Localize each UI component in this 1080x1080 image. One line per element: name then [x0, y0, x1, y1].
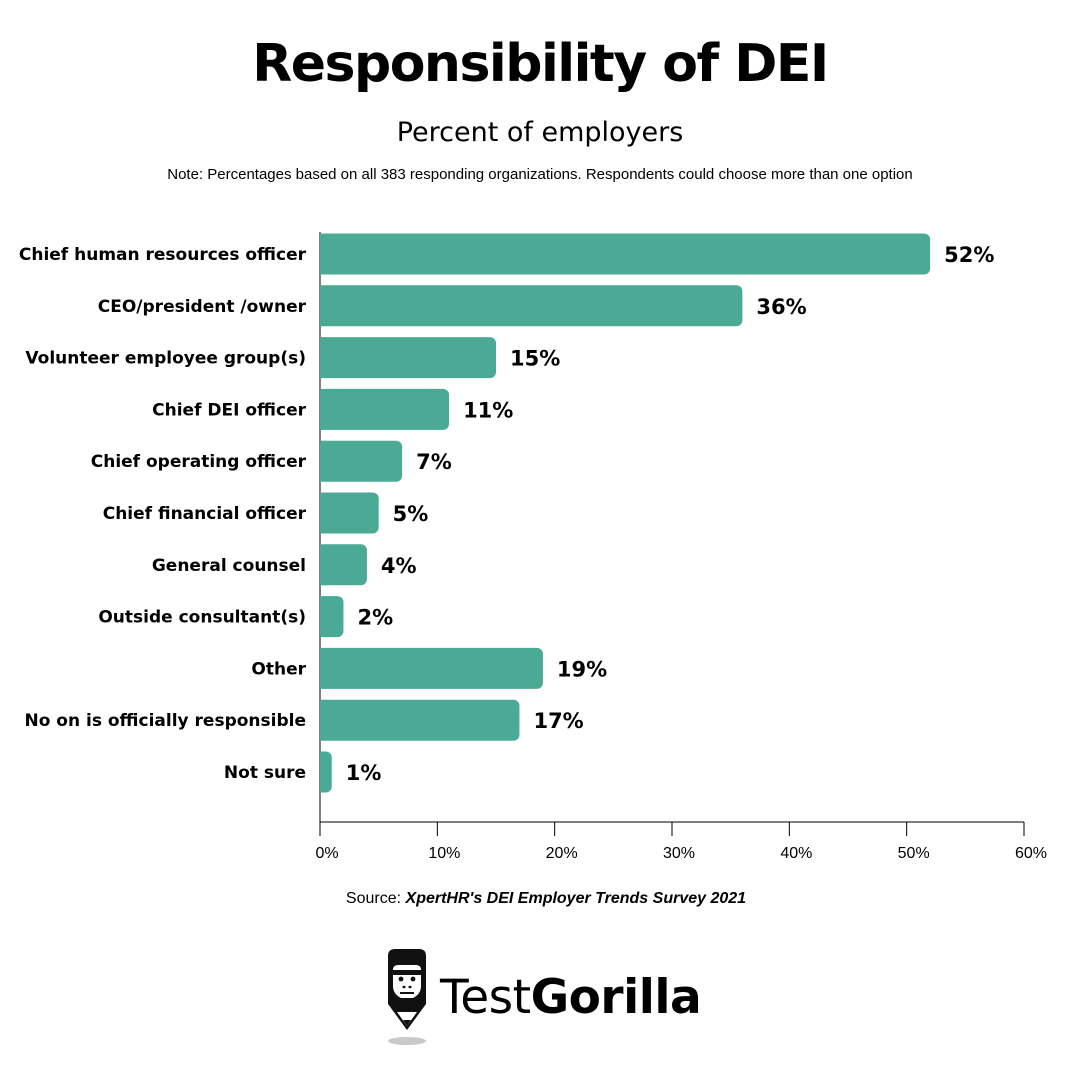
data-label: 15%: [510, 347, 560, 371]
data-label: 36%: [756, 295, 806, 319]
data-label: 19%: [557, 657, 607, 681]
category-label: General counsel: [152, 556, 306, 576]
bar: [320, 388, 450, 430]
source-prefix: Source:: [345, 890, 406, 907]
bar-edge: [320, 233, 326, 275]
category-label: Volunteer employee group(s): [25, 349, 306, 369]
brand-name-light: Test: [440, 970, 531, 1025]
data-label: 5%: [393, 502, 429, 526]
bar-edge: [320, 751, 326, 793]
data-label: 2%: [357, 606, 393, 630]
testgorilla-brand: TestGorilla: [380, 946, 710, 1050]
bar-edge: [320, 544, 326, 586]
x-tick-label: 30%: [663, 845, 695, 862]
bar: [320, 337, 496, 379]
bar-edge: [320, 440, 326, 482]
source-title: XpertHR's DEI Employer Trends Survey 202…: [405, 890, 747, 907]
data-label: 1%: [346, 761, 382, 785]
data-label: 7%: [416, 450, 452, 474]
category-label: Chief operating officer: [91, 452, 307, 472]
data-label: 11%: [463, 398, 513, 422]
category-label: Not sure: [224, 763, 306, 783]
bar-edge: [320, 596, 326, 638]
data-label: 52%: [944, 243, 994, 267]
bar-edge: [320, 388, 326, 430]
source-line: Source: XpertHR's DEI Employer Trends Su…: [0, 890, 1080, 908]
bar: [320, 233, 931, 275]
bar-edge: [320, 647, 326, 689]
chart-note: Note: Percentages based on all 383 respo…: [167, 166, 913, 183]
bar-edge: [320, 285, 326, 327]
bar-edge: [320, 337, 326, 379]
bar: [320, 492, 379, 534]
x-tick-label: 10%: [428, 845, 460, 862]
brand-name-bold: Gorilla: [530, 970, 702, 1025]
chart-title: Responsibility of DEI: [252, 34, 829, 94]
bar-edge: [320, 492, 326, 534]
category-label: No on is officially responsible: [24, 711, 306, 731]
category-label: Chief DEI officer: [152, 400, 306, 420]
gorilla-logo-icon: [388, 949, 426, 1045]
bar: [320, 647, 543, 689]
x-tick-label: 20%: [546, 845, 578, 862]
category-label: Other: [251, 659, 306, 679]
category-label: Chief human resources officer: [19, 245, 307, 265]
bar: [320, 544, 367, 586]
x-tick-label: 0%: [315, 845, 338, 862]
category-label: CEO/president /owner: [98, 297, 307, 317]
bar-chart: 0% 10% 20% 30% 40% 50% 60% Chief human resource…: [19, 232, 1047, 862]
x-tick-label: 60%: [1015, 845, 1047, 862]
x-tick-label: 50%: [898, 845, 930, 862]
bar: [320, 440, 403, 482]
data-label: 17%: [533, 709, 583, 733]
bar: [320, 285, 743, 327]
category-label: Outside consultant(s): [98, 608, 306, 628]
brand-name: TestGorilla: [440, 970, 702, 1025]
category-label: Chief financial officer: [103, 504, 307, 524]
bar: [320, 699, 520, 741]
x-tick-label: 40%: [780, 845, 812, 862]
bar-edge: [320, 699, 326, 741]
chart-subtitle: Percent of employers: [396, 117, 684, 148]
data-label: 4%: [381, 554, 417, 578]
